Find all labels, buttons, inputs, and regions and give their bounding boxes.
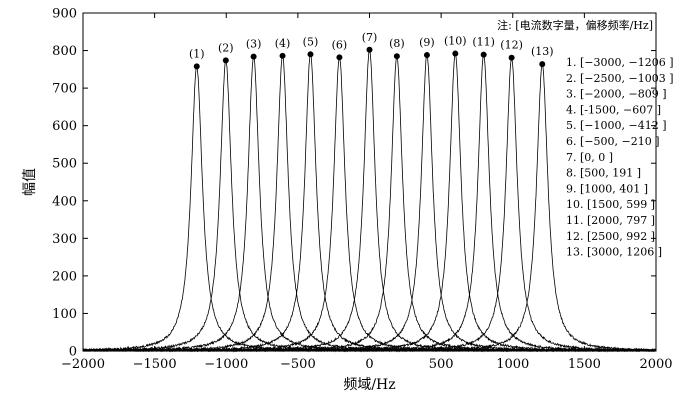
y-axis-label: 幅值 (22, 168, 38, 196)
peak-label: (2) (218, 41, 234, 54)
x-tick-label: −1000 (204, 357, 248, 372)
peak-marker (480, 51, 487, 58)
legend-entry: 10. [1500, 599 ] (566, 198, 655, 211)
markers-layer: (1) (2) (3) (4) (5) (6) (7) (8) (9) (10) (11) (12) (… (189, 31, 554, 70)
peak-label: (5) (303, 35, 319, 48)
peak-marker (393, 53, 400, 60)
y-tick-label: 200 (52, 269, 77, 284)
legend-entry: 1. [−3000, −1206 ] (566, 56, 674, 69)
x-tick-label: −2000 (61, 357, 105, 372)
peak-marker (307, 51, 314, 58)
legend-entry: 8. [500, 191 ] (566, 167, 641, 180)
legend-entry: 13. [3000, 1206 ] (566, 246, 662, 259)
x-tick-label: 2000 (639, 357, 672, 372)
legend-entry: 12. [2500, 992 ] (566, 230, 655, 243)
y-tick-label: 400 (52, 194, 77, 209)
y-tick-label: 300 (52, 232, 77, 247)
peak-label: (11) (472, 36, 495, 49)
legend-entry: 11. [2000, 797 ] (566, 214, 655, 227)
peak-label: (1) (189, 47, 205, 60)
legend-entry: 9. [1000, 401 ] (566, 182, 648, 195)
peak-marker (279, 52, 286, 59)
x-axis-label: 频域/Hz (343, 377, 395, 393)
legend-entry: 4. [-1500, −607 ] (566, 103, 661, 116)
ticks-layer (82, 12, 657, 352)
peak-marker (539, 61, 546, 68)
legend-entry: 2. [−2500, −1003 ] (566, 72, 674, 85)
y-tick-label: 800 (52, 44, 77, 59)
y-tick-label: 100 (52, 307, 77, 322)
peak-marker (222, 57, 229, 64)
legend-entry: 5. [−1000, −412 ] (566, 119, 667, 132)
peak-marker (508, 54, 515, 61)
peak-label: (10) (444, 35, 467, 48)
peak-label: (12) (500, 39, 523, 52)
peak-marker (250, 53, 257, 60)
peak-marker (193, 63, 200, 70)
x-tick-label: −500 (280, 357, 316, 372)
peak-marker (336, 54, 343, 61)
chart-note: 注: [电流数字量，偏移频率/Hz] (497, 18, 653, 32)
x-tick-label: −1500 (133, 357, 177, 372)
peak-label: (7) (362, 31, 378, 44)
legend-entry: 7. [0, 0 ] (566, 151, 613, 164)
legend-entry: 3. [−2000, −809 ] (566, 88, 667, 101)
y-tick-label: 900 (52, 7, 77, 22)
x-tick-label: 1000 (496, 357, 529, 372)
peak-marker (423, 52, 430, 59)
peak-label: (4) (275, 37, 291, 50)
x-tick-label: 1500 (568, 357, 601, 372)
y-tick-label: 600 (52, 119, 77, 134)
peak-label: (3) (246, 38, 262, 51)
peak-marker (366, 46, 373, 53)
peak-marker (452, 50, 459, 57)
peak-label: (8) (389, 37, 405, 50)
y-tick-label: 700 (52, 82, 77, 97)
legend-entry: 6. [−500, −210 ] (566, 135, 660, 148)
x-tick-label: 500 (429, 357, 454, 372)
y-tick-label: 0 (69, 345, 77, 360)
legend-list: 1. [−3000, −1206 ] 2. [−2500, −1003 ] 3. [… (566, 56, 674, 259)
peak-label: (13) (531, 45, 554, 58)
x-tick-label: 0 (365, 357, 373, 372)
labels-layer: −2000 −1500 −1000 −500 0 500 1000 1500 2000 0 100 2… (52, 7, 672, 373)
peak-label: (9) (419, 36, 435, 49)
y-tick-label: 500 (52, 157, 77, 172)
peak-label: (6) (332, 38, 348, 51)
